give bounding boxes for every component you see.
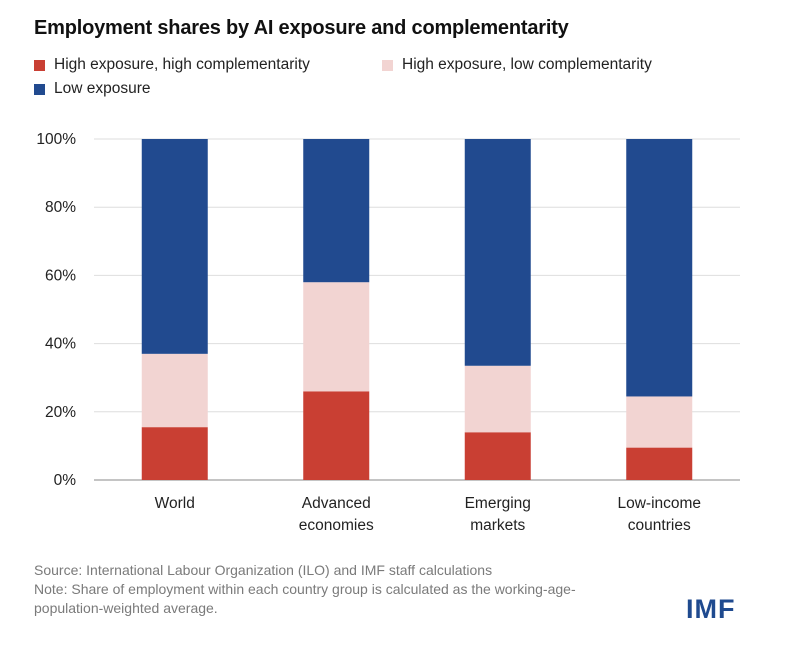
note-line-1: Note: Share of employment within each co… xyxy=(34,581,576,597)
legend-item-high-high: High exposure, high complementarity xyxy=(34,56,310,74)
source-notes: Source: International Labour Organizatio… xyxy=(34,561,674,618)
bar-segment xyxy=(626,396,693,448)
bar-segment xyxy=(303,139,370,283)
bar-segment xyxy=(626,447,693,480)
y-tick-label: 100% xyxy=(36,131,76,148)
legend-swatch-low xyxy=(34,83,45,95)
x-tick-label: countries xyxy=(628,517,691,534)
legend-swatch-high-high xyxy=(34,59,45,71)
bar-segment xyxy=(141,139,208,354)
y-tick-label: 20% xyxy=(45,404,76,421)
note-line-2: population-weighted average. xyxy=(34,600,218,616)
imf-logo: IMF xyxy=(686,594,736,624)
x-tick-label: Advanced xyxy=(302,495,371,512)
legend-item-low: Low exposure xyxy=(34,80,151,98)
bar-segment xyxy=(303,282,370,392)
x-tick-label: economies xyxy=(299,517,374,534)
chart-title: Employment shares by AI exposure and com… xyxy=(34,17,569,39)
stacked-bar-chart: 0% 20% 40% 60% 80% 100% World Advanced economies… xyxy=(36,131,740,534)
x-tick-label: World xyxy=(155,495,195,512)
legend-label-high-low: High exposure, low complementarity xyxy=(402,56,652,73)
y-tick-label: 80% xyxy=(45,199,76,216)
bar-segment xyxy=(303,391,370,480)
legend-swatch-high-low xyxy=(382,59,393,71)
bar-segment xyxy=(141,427,208,480)
source-text: Source: International Labour Organizatio… xyxy=(34,562,493,578)
y-tick-label: 40% xyxy=(45,336,76,353)
bar-segment xyxy=(464,139,531,366)
bar-segment xyxy=(626,139,693,397)
legend-label-high-high: High exposure, high complementarity xyxy=(54,56,310,73)
bar-segment xyxy=(464,432,531,480)
x-tick-label: markets xyxy=(470,517,525,534)
y-tick-label: 0% xyxy=(54,472,77,489)
bar-segment xyxy=(141,353,208,428)
x-tick-label: Emerging xyxy=(465,495,531,512)
bar-segment xyxy=(464,365,531,433)
y-tick-label: 60% xyxy=(45,267,76,284)
legend-label-low: Low exposure xyxy=(54,80,151,97)
x-tick-label: Low-income xyxy=(617,495,701,512)
legend-item-high-low: High exposure, low complementarity xyxy=(382,56,652,74)
